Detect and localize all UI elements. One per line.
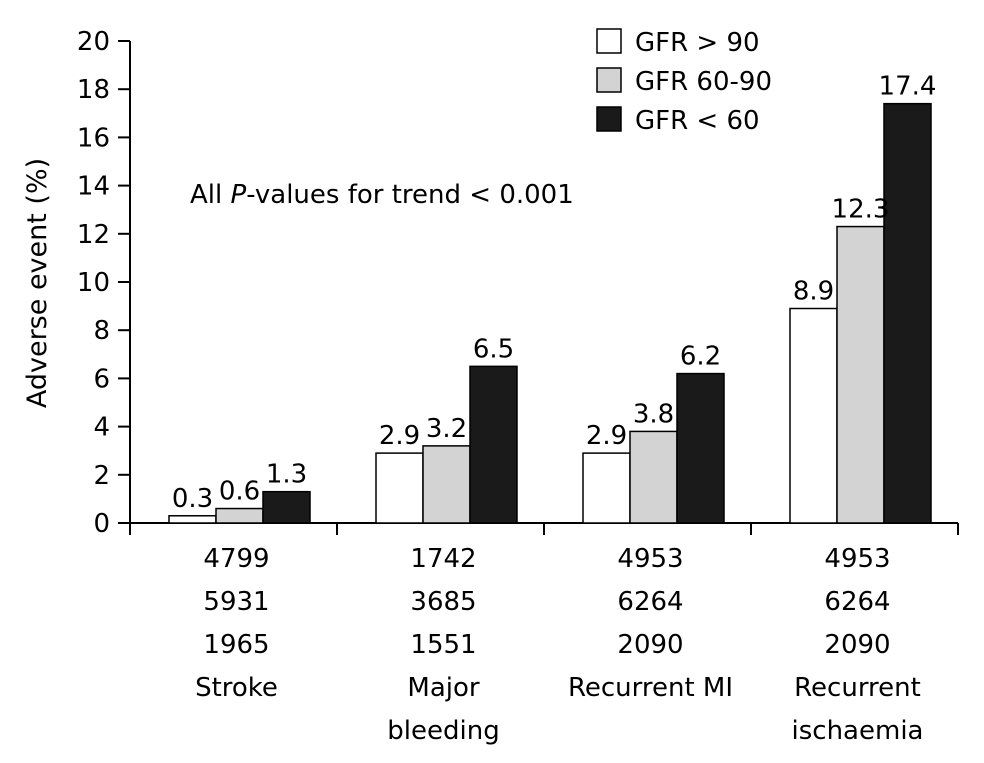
bar — [262, 490, 311, 524]
category-count: 6264 — [824, 587, 890, 617]
legend-label: GFR > 90 — [635, 28, 760, 58]
bar — [676, 372, 725, 524]
bars — [168, 102, 932, 524]
bar — [215, 507, 264, 524]
y-tick-label: 0 — [93, 509, 110, 539]
data-label: 12.3 — [832, 195, 890, 225]
bar — [422, 445, 471, 524]
y-tick-label: 16 — [77, 123, 110, 153]
category-label: ischaemia — [792, 716, 924, 746]
bar — [883, 102, 932, 524]
y-tick-label: 14 — [77, 172, 110, 202]
category-count: 4953 — [824, 544, 890, 574]
y-tick-label: 4 — [93, 413, 110, 443]
data-label: 0.6 — [219, 477, 260, 507]
annotation-italic: P — [231, 180, 247, 210]
axes: 0 2 4 6 8 10 12 14 16 18 20 — [77, 27, 959, 539]
category-count: 4799 — [203, 544, 269, 574]
legend-label: GFR < 60 — [635, 106, 760, 136]
legend-label: GFR 60-90 — [635, 67, 772, 97]
data-label: 6.5 — [473, 334, 514, 364]
legend-swatch — [596, 67, 622, 93]
data-label: 2.9 — [379, 421, 420, 451]
bar — [469, 365, 518, 524]
category-label: Major — [407, 673, 479, 703]
bar — [168, 515, 217, 524]
data-label: 17.4 — [879, 72, 937, 102]
y-tick-label: 20 — [77, 27, 110, 57]
category-label: Stroke — [195, 673, 278, 703]
data-label: 1.3 — [266, 460, 307, 490]
legend-swatch — [596, 106, 622, 132]
data-label: 3.2 — [426, 414, 467, 444]
y-tick-label: 6 — [93, 364, 110, 394]
category-count: 2090 — [617, 630, 683, 660]
legend: GFR > 90 GFR 60-90 GFR < 60 — [596, 28, 772, 136]
category-count: 4953 — [617, 544, 683, 574]
y-axis-label: Adverse event (%) — [22, 158, 53, 408]
bar — [836, 225, 885, 524]
category-count: 6264 — [617, 587, 683, 617]
y-tick-label: 12 — [77, 220, 110, 250]
category-label: Recurrent — [794, 673, 921, 703]
category-label: bleeding — [387, 716, 499, 746]
category-label: Recurrent MI — [568, 673, 733, 703]
data-label: 6.2 — [680, 342, 721, 372]
category-labels: 4799 5931 1965 Stroke 1742 3685 1551 Major bleed… — [195, 544, 923, 746]
y-tick-label: 8 — [93, 316, 110, 346]
data-label: 8.9 — [793, 277, 834, 307]
y-tick-label: 2 — [93, 461, 110, 491]
bar — [789, 307, 838, 524]
y-tick-label: 18 — [77, 75, 110, 105]
category-count: 5931 — [203, 587, 269, 617]
y-tick-label: 10 — [77, 268, 110, 298]
annotation: All P-values for trend < 0.001 — [190, 180, 574, 210]
category-count: 2090 — [824, 630, 890, 660]
data-labels: 0.3 0.61.32.9 3.26.52.93.86.28.912.317.4 — [172, 72, 937, 514]
data-label: 2.9 — [586, 421, 627, 451]
bar — [375, 452, 424, 524]
annotation-prefix: All — [190, 180, 231, 210]
bar — [582, 452, 631, 524]
category-count: 1551 — [410, 630, 476, 660]
category-count: 1965 — [203, 630, 269, 660]
data-label: 3.8 — [633, 399, 674, 429]
data-label: 0.3 — [172, 484, 213, 514]
annotation-suffix: -values for trend < 0.001 — [246, 180, 574, 210]
category-count: 1742 — [410, 544, 476, 574]
legend-swatch — [596, 28, 622, 54]
bar — [629, 430, 678, 524]
category-count: 3685 — [410, 587, 476, 617]
